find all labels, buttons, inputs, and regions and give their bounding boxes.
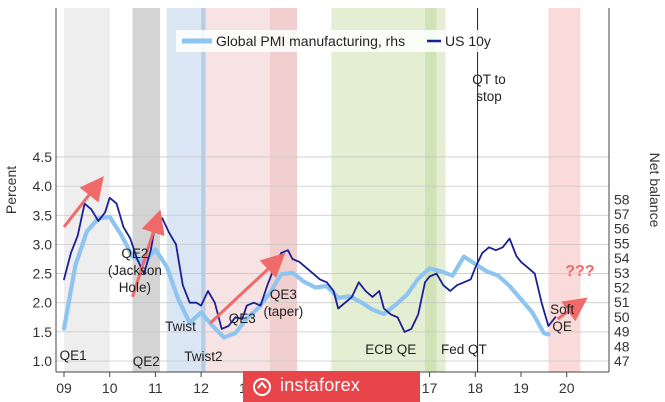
series-line-us10y — [63, 196, 557, 333]
y-axis-left-title: Percent — [3, 166, 19, 214]
y-left-tick-label: 3.5 — [33, 207, 53, 223]
legend: Global PMI manufacturing, rhs US 10y — [176, 30, 504, 52]
y-left-tick-label: 2.0 — [33, 295, 53, 311]
annotation-line: QT to — [472, 72, 506, 87]
legend-label-us10y: US 10y — [445, 33, 491, 49]
band-label: QE3 (taper) — [263, 287, 303, 319]
series-lines — [61, 196, 557, 340]
band-label: ECB QE — [365, 342, 416, 357]
y-left-tick-label: 1.5 — [33, 324, 53, 340]
band-label-line: QE2 — [133, 354, 160, 369]
trend-arrow — [556, 297, 588, 322]
band-label-line: Soft — [550, 302, 574, 317]
x-tick-label: 19 — [513, 380, 529, 396]
band — [64, 8, 110, 372]
y-right-tick-label: 54 — [614, 250, 630, 266]
y-axis-right-title: Net balance — [647, 153, 663, 228]
band-label-line: Hole) — [119, 280, 151, 295]
band-label-line: (taper) — [263, 304, 303, 319]
y-right-tick-label: 47 — [614, 353, 630, 369]
x-tick-label: 18 — [468, 380, 484, 396]
band-label: Twist2 — [184, 349, 222, 364]
y-left-tick-label: 1.0 — [33, 353, 53, 369]
band-label: Soft QE — [550, 302, 574, 334]
trend-arrows — [62, 176, 588, 325]
instaforex-logo-icon — [253, 378, 271, 396]
x-tick-label: 12 — [193, 380, 209, 396]
y-right-tick-label: 55 — [614, 235, 630, 251]
band-label-line: QE — [552, 319, 572, 334]
legend-box — [176, 30, 504, 52]
band — [425, 8, 437, 372]
band-label: Fed QT — [441, 342, 487, 357]
period-bands — [64, 8, 581, 372]
band-label-line: Fed QT — [441, 342, 487, 357]
x-tick-label: 09 — [56, 380, 72, 396]
y-right-tick-label: 50 — [614, 309, 630, 325]
band-label-line: QE3 — [270, 287, 297, 302]
band-label-line: (Jackson — [108, 263, 162, 278]
band — [548, 8, 581, 372]
watermark-banner — [243, 371, 420, 402]
y-right-tick-label: 52 — [614, 280, 630, 296]
x-tick-label: 11 — [148, 380, 163, 396]
band-label: QE2 — [133, 354, 160, 369]
band-label: Twist — [165, 319, 196, 334]
band-label: QE1 — [60, 348, 87, 363]
band-label-line: ECB QE — [365, 342, 416, 357]
band — [436, 8, 446, 372]
y-right-tick-label: 48 — [614, 338, 630, 354]
y-right-tick-label: 58 — [614, 191, 630, 207]
trend-arrow — [62, 176, 104, 228]
annotation-question-marks: ??? — [565, 263, 594, 280]
band-label-line: QE2 — [121, 246, 148, 261]
y-right-tick-label: 53 — [614, 265, 630, 281]
x-tick-label: 20 — [559, 380, 575, 396]
band — [331, 8, 426, 372]
y-right-tick-label: 51 — [614, 294, 630, 310]
y-right-tick-label: 57 — [614, 206, 630, 222]
trend-arrow — [209, 252, 286, 325]
annotation-qt-to-stop: QT to stop — [472, 72, 506, 104]
band-label-line: QE3 — [229, 311, 256, 326]
y-left-tick-label: 4.5 — [33, 149, 53, 165]
y-left-tick-label: 3.0 — [33, 236, 53, 252]
y-right-tick-label: 56 — [614, 221, 630, 237]
band-label-line: QE1 — [60, 348, 87, 363]
trend-arrow — [131, 209, 165, 298]
band — [269, 8, 298, 372]
y-right-tick-label: 49 — [614, 324, 630, 340]
band — [201, 8, 206, 372]
band-label: QE3 — [229, 311, 256, 326]
series-line-pmi — [61, 214, 551, 340]
x-tick-label: 17 — [422, 380, 438, 396]
watermark-text: instaforex — [280, 375, 361, 395]
y-left-tick-label: 2.5 — [33, 266, 53, 282]
band-labels: QE1 QE2 QE2 (Jackson Hole) Twist Twist2 QE3 QE3 (… — [60, 72, 595, 369]
band-label-line: Twist2 — [184, 349, 222, 364]
band — [132, 8, 160, 372]
band-label: QE2 (Jackson Hole) — [108, 246, 162, 295]
band-label-line: Twist — [165, 319, 196, 334]
annotation-line: stop — [476, 89, 502, 104]
legend-label-pmi: Global PMI manufacturing, rhs — [216, 33, 405, 49]
x-tick-label: 10 — [102, 380, 118, 396]
axes: 1.0 1.5 2.0 2.5 3.0 3.5 4.0 4.5 4748495051525354… — [33, 8, 630, 396]
y-left-tick-label: 4.0 — [33, 178, 53, 194]
